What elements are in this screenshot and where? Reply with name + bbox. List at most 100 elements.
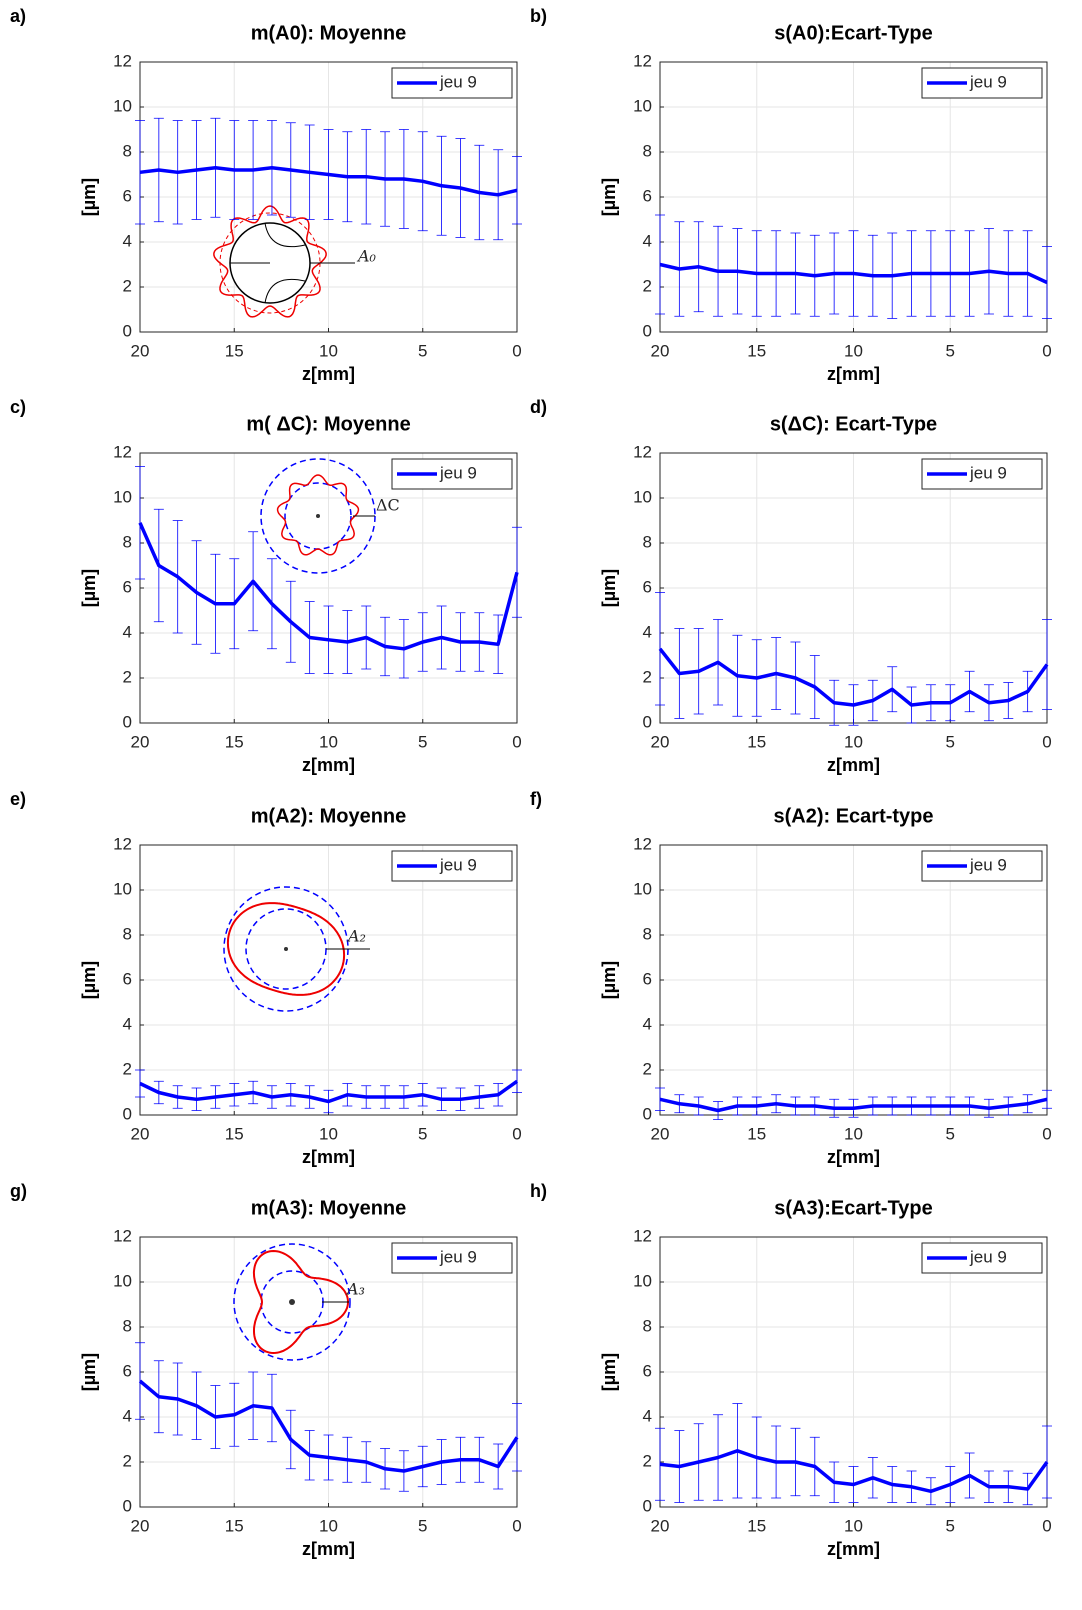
- x-axis-label: z[mm]: [827, 1539, 880, 1559]
- legend-label: jeu 9: [969, 855, 1007, 874]
- y-tick-label: 12: [113, 51, 132, 70]
- y-tick-label: 8: [123, 1316, 132, 1335]
- x-tick-label: 10: [844, 1124, 863, 1143]
- x-tick-label: 10: [319, 732, 338, 751]
- x-tick-label: 0: [1042, 1124, 1051, 1143]
- x-tick-label: 15: [225, 1124, 244, 1143]
- y-tick-label: 8: [643, 141, 652, 160]
- y-tick-label: 4: [643, 231, 652, 250]
- x-axis-label: z[mm]: [302, 755, 355, 775]
- y-tick-label: 0: [123, 1496, 132, 1515]
- y-tick-label: 10: [633, 1271, 652, 1290]
- chart-title: m(A0): Moyenne: [251, 22, 407, 44]
- data-line: [659, 1449, 1049, 1494]
- y-tick-label: 0: [643, 1496, 652, 1515]
- x-tick-label: 15: [747, 1124, 766, 1143]
- y-tick-label: 12: [633, 1226, 652, 1245]
- x-tick-label: 20: [131, 341, 150, 360]
- y-axis-label: [µm]: [79, 178, 99, 216]
- y-tick-label: 4: [643, 1014, 652, 1033]
- error-bar: [512, 526, 522, 618]
- x-axis-label: z[mm]: [827, 755, 880, 775]
- y-tick-label: 4: [123, 622, 132, 641]
- y-tick-label: 8: [643, 924, 652, 943]
- x-tick-label: 10: [319, 1124, 338, 1143]
- axes-box: [139, 844, 518, 1116]
- y-tick-label: 0: [123, 321, 132, 340]
- chart-title: m( ΔC): Moyenne: [246, 413, 410, 435]
- x-tick-label: 20: [651, 1124, 670, 1143]
- data-line: [138, 522, 519, 651]
- panel-label: h): [530, 1181, 547, 1201]
- x-tick-label: 0: [1042, 341, 1051, 360]
- y-tick-label: 2: [123, 667, 132, 686]
- x-tick-label: 5: [946, 1124, 955, 1143]
- y-tick-label: 4: [123, 231, 132, 250]
- data-line: [139, 1079, 519, 1104]
- y-tick-label: 2: [643, 1451, 652, 1470]
- y-axis-label: [µm]: [599, 961, 619, 999]
- x-tick-label: 0: [1042, 1516, 1051, 1535]
- y-tick-label: 10: [113, 1271, 132, 1290]
- x-tick-label: 5: [946, 1516, 955, 1535]
- x-tick-label: 15: [225, 732, 244, 751]
- inset-shape: [230, 222, 306, 304]
- y-axis-label: [µm]: [79, 961, 99, 999]
- legend-label: jeu 9: [969, 463, 1007, 482]
- y-tick-label: 6: [123, 1361, 132, 1380]
- x-tick-label: 20: [651, 341, 670, 360]
- x-tick-label: 0: [1042, 732, 1051, 751]
- y-tick-label: 4: [643, 622, 652, 641]
- y-tick-label: 0: [643, 712, 652, 731]
- legend-label: jeu 9: [439, 72, 477, 91]
- y-tick-label: 10: [113, 96, 132, 115]
- data-line: [138, 1379, 519, 1473]
- y-tick-label: 2: [123, 276, 132, 295]
- y-tick-label: 8: [643, 1316, 652, 1335]
- y-tick-label: 10: [113, 487, 132, 506]
- chart-title: s(ΔC): Ecart-Type: [770, 413, 937, 435]
- error-bar: [1042, 1089, 1052, 1109]
- legend-label: jeu 9: [439, 855, 477, 874]
- x-tick-label: 5: [946, 732, 955, 751]
- axes-box: [659, 61, 1048, 333]
- annotation: A₃: [345, 1280, 365, 1299]
- panel-label: b): [530, 6, 547, 26]
- legend-label: jeu 9: [969, 72, 1007, 91]
- x-tick-label: 0: [512, 1516, 521, 1535]
- error-bar: [512, 156, 522, 225]
- y-tick-label: 2: [643, 276, 652, 295]
- y-tick-label: 2: [123, 1059, 132, 1078]
- chart-title: m(A2): Moyenne: [251, 805, 407, 827]
- legend-label: jeu 9: [439, 1247, 477, 1266]
- y-tick-label: 0: [123, 712, 132, 731]
- y-axis-label: [µm]: [79, 1353, 99, 1391]
- y-tick-label: 12: [633, 834, 652, 853]
- x-axis-label: z[mm]: [827, 364, 880, 384]
- y-axis-label: [µm]: [599, 1353, 619, 1391]
- y-tick-label: 0: [643, 321, 652, 340]
- annotation: A₀: [356, 247, 377, 266]
- x-tick-label: 5: [946, 341, 955, 360]
- inset-shape: [252, 1249, 350, 1355]
- y-tick-label: 12: [633, 51, 652, 70]
- inset-shape: [226, 902, 346, 996]
- x-tick-label: 20: [131, 732, 150, 751]
- y-tick-label: 6: [643, 186, 652, 205]
- panel-label: d): [530, 397, 547, 417]
- x-tick-label: 15: [225, 341, 244, 360]
- data-line: [659, 1097, 1048, 1113]
- inset-shape: [276, 474, 360, 556]
- x-tick-label: 10: [319, 341, 338, 360]
- y-tick-label: 10: [633, 487, 652, 506]
- y-tick-label: 0: [123, 1104, 132, 1123]
- x-axis-label: z[mm]: [827, 1147, 880, 1167]
- data-line: [139, 166, 518, 197]
- panel-label: c): [10, 397, 26, 417]
- y-tick-label: 12: [113, 1226, 132, 1245]
- y-tick-label: 6: [643, 1361, 652, 1380]
- x-tick-label: 20: [651, 1516, 670, 1535]
- x-tick-label: 0: [512, 1124, 521, 1143]
- chart-title: s(A0):Ecart-Type: [774, 22, 933, 44]
